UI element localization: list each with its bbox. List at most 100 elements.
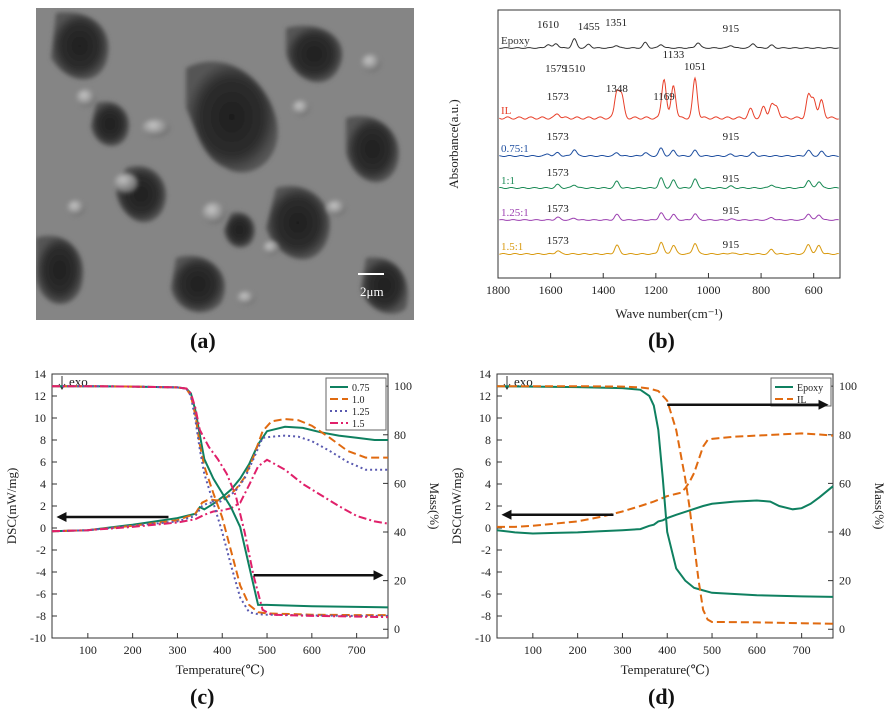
spectrum-IL [499,76,839,120]
series-label: 1.5:1 [501,241,523,253]
y-tick-label: 6 [485,455,491,469]
x-tick-label: 400 [213,643,231,657]
y-tick-label: 6 [40,455,46,469]
series-IL [497,385,834,625]
x-tick-label: 200 [569,643,587,657]
series-IL [497,432,834,528]
y2-tick-label: 80 [394,428,406,442]
y2-tick-label: 100 [839,379,857,393]
y-tick-label: -8 [481,609,491,623]
y-tick-label: 0 [40,521,46,535]
series-Epoxy [496,385,834,598]
spectrum-1:1 [499,176,839,190]
series-label: Epoxy [501,35,530,47]
x-axis-label: Temperature(℃) [621,662,710,677]
y-tick-label: -2 [36,543,46,557]
x-tick-label: 500 [703,643,721,657]
y-tick-label: -6 [36,587,46,601]
sem-texture: 2μm [36,8,414,320]
y-tick-label: 0 [485,521,491,535]
y-tick-label: 14 [479,367,491,381]
peak-annotation: 915 [723,23,740,35]
peak-annotation: 1510 [563,63,586,75]
peak-annotation: 1573 [547,235,570,247]
arrow-left-head [56,512,67,522]
peak-annotation: 1348 [606,83,629,95]
y2-tick-label: 60 [394,476,406,490]
panel-label-b: (b) [648,328,675,353]
y2-tick-label: 100 [394,379,412,393]
plot-frame [497,9,841,279]
series-label: IL [501,105,512,117]
x-axis-label: Wave number(cm⁻¹) [615,306,723,321]
y-tick-label: 8 [485,433,491,447]
series-1.5 [51,458,389,533]
spectrum-1.5:1 [499,241,839,255]
y2-tick-label: 20 [394,574,406,588]
legend-entry: 1.25 [352,407,370,418]
peak-annotation: 1455 [578,21,601,33]
y2-axis-label: Mass(%) [427,483,440,530]
peak-annotation: 1169 [653,91,675,103]
peak-annotation: 1573 [547,167,570,179]
x-tick-label: 200 [124,643,142,657]
y2-tick-label: 0 [394,622,400,636]
y-tick-label: -8 [36,609,46,623]
y2-tick-label: 0 [839,622,845,636]
x-tick-label: 300 [613,643,631,657]
y2-tick-label: 80 [839,428,851,442]
x-axis-label: Temperature(℃) [176,662,265,677]
series-label: 1.25:1 [501,207,529,219]
y-tick-label: 8 [40,433,46,447]
spectrum-1.25:1 [499,212,839,221]
spectrum-0.75:1 [499,147,839,158]
sem-micrograph: 2μm [36,8,414,320]
peak-annotation: 1579 [545,63,568,75]
x-tick-label: 500 [258,643,276,657]
x-tick-label: 300 [168,643,186,657]
x-tick-label: 400 [658,643,676,657]
peak-annotation: 1573 [547,91,570,103]
y-tick-label: 10 [34,411,46,425]
series-label: 0.75:1 [501,143,529,155]
panel-label-a: (a) [190,328,216,353]
series-Epoxy [496,485,834,535]
x-tick-label: 1400 [591,283,615,297]
arrow-right-head [373,570,384,581]
legend-entry: 1.0 [352,395,365,406]
y-tick-label: -2 [481,543,491,557]
peak-annotation: 1351 [605,17,627,29]
scale-bar-label: 2μm [360,284,384,299]
y-tick-label: 12 [34,389,46,403]
y-tick-label: -6 [481,587,491,601]
peak-annotation: 915 [723,205,740,217]
x-tick-label: 1600 [539,283,563,297]
panel-label-d: (d) [648,684,675,709]
x-tick-label: 1200 [644,283,668,297]
peak-annotation: 1051 [684,61,706,73]
x-tick-label: 1000 [696,283,720,297]
y-tick-label: 4 [485,477,491,491]
x-tick-label: 700 [348,643,366,657]
thermal-chart-c: 100 200 300 400 500 600 700-10-8-6-4-202468101… [4,367,440,677]
y-tick-label: 14 [34,367,46,381]
y-tick-label: 2 [40,499,46,513]
x-tick-label: 800 [752,283,770,297]
y2-tick-label: 60 [839,476,851,490]
series-0.75 [51,425,388,533]
peak-annotation: 1610 [537,19,560,31]
y-tick-label: 10 [479,411,491,425]
legend-entry: IL [797,395,806,406]
arrow-left-head [501,509,512,520]
peak-annotation: 915 [723,131,740,143]
x-tick-label: 100 [524,643,542,657]
series-label: 1:1 [501,175,515,187]
thermal-chart-d: 100 200 300 400 500 600 700-10-8-6-4-202468101… [449,367,885,677]
peak-annotation: 1573 [547,131,570,143]
x-tick-label: 700 [793,643,811,657]
peak-annotation: 1573 [547,203,570,215]
peak-annotation: 915 [723,173,740,185]
x-tick-label: 1800 [486,283,510,297]
y-axis-label: DSC(mW/mg) [449,468,464,545]
y-axis-label: Absorbance(a.u.) [446,99,461,189]
